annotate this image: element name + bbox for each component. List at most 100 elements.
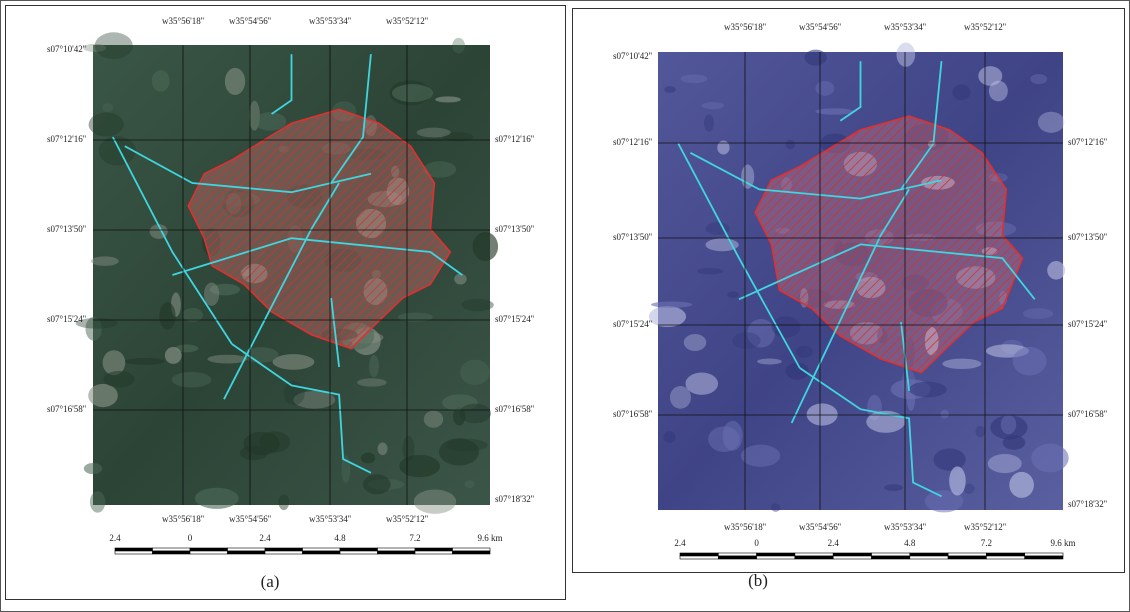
- terrain-patch: [704, 114, 714, 131]
- scale-bar-segment: [1025, 556, 1063, 559]
- terrain-patch: [1038, 112, 1065, 133]
- scale-label: 4.8: [334, 533, 346, 543]
- terrain-patch: [99, 136, 136, 165]
- scale-bar-segment: [415, 551, 453, 554]
- scale-bar-segment: [190, 551, 228, 554]
- scale-bar-segment: [795, 553, 833, 556]
- terrain-patch: [1003, 435, 1026, 450]
- terrain-patch: [1001, 415, 1016, 434]
- terrain-patch: [84, 463, 102, 474]
- latitude-label: s07°15'24'': [47, 314, 86, 324]
- latitude-label: s07°16'58'': [495, 404, 534, 414]
- longitude-label: w35°54'56'': [229, 16, 271, 26]
- terrain-patch: [207, 355, 247, 364]
- scale-bar-segment: [910, 556, 948, 559]
- terrain-patch: [461, 299, 493, 311]
- longitude-label: w35°52'12'': [964, 522, 1006, 532]
- terrain-patch: [727, 291, 739, 298]
- terrain-patch: [377, 443, 387, 456]
- longitude-label: w35°56'18'': [724, 522, 766, 532]
- scale-bar-segment: [910, 553, 948, 556]
- latitude-label: s07°18'32'': [1068, 499, 1107, 509]
- scale-bar-segment: [680, 556, 718, 559]
- scale-bar-segment: [115, 551, 153, 554]
- scale-bar-segment: [228, 548, 266, 551]
- longitude-label: w35°52'12'': [964, 22, 1006, 32]
- longitude-label: w35°53'34'': [309, 16, 351, 26]
- latitude-label: s07°12'16'': [613, 137, 652, 147]
- terrain-patch: [804, 50, 826, 66]
- terrain-patch: [89, 112, 124, 136]
- terrain-patch: [273, 354, 315, 370]
- scale-label: 2.4: [109, 533, 121, 543]
- map: [76, 32, 498, 514]
- latitude-label: s07°15'24'': [495, 314, 534, 324]
- terrain-patch: [1030, 74, 1047, 84]
- terrain-patch: [103, 371, 134, 387]
- terrain-patch: [685, 373, 718, 395]
- terrain-patch: [1023, 308, 1053, 319]
- scale-bar-segment: [1025, 553, 1063, 556]
- latitude-label: s07°16'58'': [1068, 409, 1107, 419]
- scale-bar-segment: [190, 548, 228, 551]
- latitude-label: s07°12'16'': [47, 134, 86, 144]
- terrain-patch: [964, 484, 975, 494]
- latitude-label: s07°12'16'': [1068, 137, 1107, 147]
- scale-label: 7.2: [981, 538, 992, 548]
- scale-bar-segment: [872, 553, 910, 556]
- scale-bar-segment: [718, 553, 756, 556]
- terrain-patch: [741, 445, 780, 467]
- scale-bar-segment: [833, 556, 871, 559]
- terrain-patch: [988, 454, 1022, 473]
- scale-bar-segment: [718, 556, 756, 559]
- terrain-patch: [702, 102, 725, 109]
- terrain-patch: [452, 38, 465, 54]
- scale-bar-segment: [153, 551, 191, 554]
- latitude-label: s07°16'58'': [613, 409, 652, 419]
- terrain-patch: [243, 432, 279, 455]
- longitude-label: w35°53'34'': [884, 22, 926, 32]
- longitude-label: w35°52'12'': [386, 514, 428, 524]
- scale-bar-segment: [986, 553, 1024, 556]
- terrain-patch: [1047, 261, 1065, 280]
- terrain-patch: [942, 359, 981, 369]
- scale-bar-segment: [948, 553, 986, 556]
- scale-bar-segment: [795, 556, 833, 559]
- scale-bar-segment: [265, 548, 303, 551]
- terrain-patch: [771, 503, 780, 511]
- scale-bar-segment: [833, 553, 871, 556]
- terrain-patch: [976, 426, 986, 438]
- latitude-label: s07°13'50'': [613, 232, 652, 242]
- latitude-label: s07°15'24'': [1068, 319, 1107, 329]
- scale-label: 4.8: [904, 538, 916, 548]
- terrain-patch: [204, 283, 219, 306]
- terrain-patch: [445, 439, 487, 452]
- terrain-patch: [459, 404, 491, 424]
- terrain-patch: [90, 491, 105, 512]
- terrain-patch: [815, 108, 853, 114]
- scale-bar-segment: [378, 548, 416, 551]
- terrain-patch: [681, 74, 708, 83]
- terrain-patch: [195, 488, 239, 509]
- terrain-patch: [102, 103, 113, 112]
- terrain-patch: [369, 355, 379, 377]
- scale-label: 2.4: [674, 538, 686, 548]
- terrain-patch: [414, 489, 456, 513]
- terrain-patch: [664, 86, 676, 93]
- terrain-patch: [159, 302, 175, 330]
- scale-label: 9.6 km: [1050, 538, 1075, 548]
- scale-bar-segment: [303, 548, 341, 551]
- terrain-patch: [884, 484, 903, 491]
- scale-label: 0: [754, 538, 759, 548]
- terrain-patch: [225, 68, 245, 95]
- scale-bar-segment: [265, 551, 303, 554]
- latitude-label: s07°10'42'': [47, 44, 86, 54]
- terrain-patch: [473, 232, 499, 261]
- scale-bar-segment: [986, 556, 1024, 559]
- longitude-label: w35°54'56'': [799, 522, 841, 532]
- longitude-label: w35°52'12'': [386, 16, 428, 26]
- terrain-patch: [399, 455, 440, 477]
- terrain-patch: [796, 346, 813, 358]
- terrain-patch: [465, 480, 475, 488]
- latitude-label: s07°12'16'': [495, 134, 534, 144]
